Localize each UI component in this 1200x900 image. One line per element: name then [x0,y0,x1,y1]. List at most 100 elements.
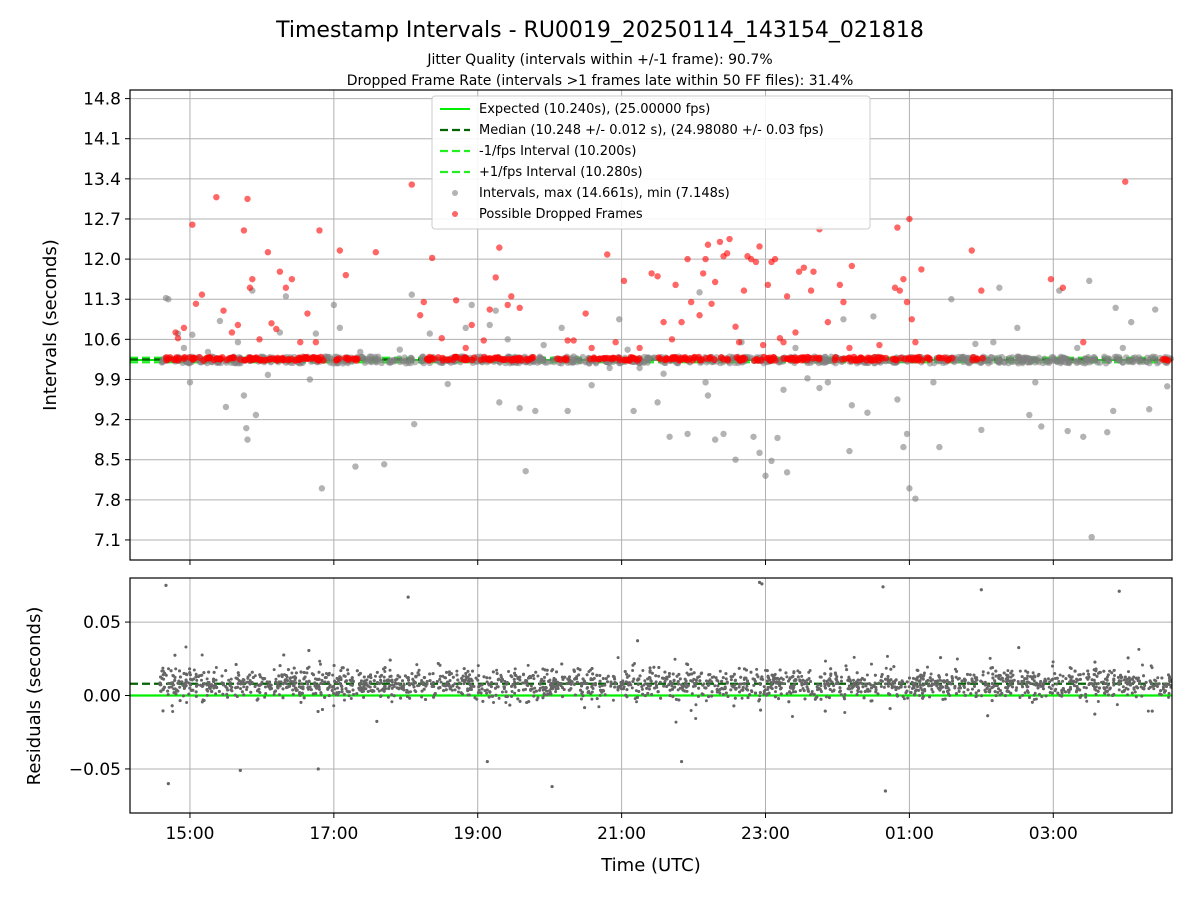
residual-point [953,684,957,688]
dropped-frame-point [312,338,320,346]
residual-point [1060,691,1064,695]
dropped-frame-point [1080,338,1087,346]
dropped-frame-point [492,274,499,281]
residual-point [1044,694,1048,698]
residual-point [665,677,669,681]
residual-point [171,710,175,714]
residual-point [171,681,175,685]
residual-point [884,682,888,686]
residual-point [276,683,280,687]
residual-point [207,670,211,674]
residual-point [1046,677,1050,681]
residual-point [205,688,209,692]
residual-point [406,676,410,680]
residual-point [921,677,925,681]
residual-point [671,672,675,676]
residual-point [1057,679,1061,683]
interval-point [972,340,979,348]
residual-point [477,674,481,678]
residual-point [733,696,737,700]
residual-point [516,676,520,680]
residual-point [476,691,480,695]
residual-point [291,688,295,692]
residual-point [292,666,296,670]
dropped-frame-point [876,341,883,349]
residual-point [253,685,257,689]
residual-point [1154,683,1158,687]
residual-point [407,690,411,694]
interval-point [385,359,392,366]
x-tick-label: 19:00 [453,824,502,844]
residual-point [1126,670,1130,674]
residual-point [845,668,849,672]
residual-point [843,697,847,701]
residual-point [474,676,478,680]
residual-point [724,691,728,695]
interval-point [1132,356,1140,363]
residual-point [466,669,470,673]
dropped-frame-point [468,356,476,364]
x-tick-label: 23:00 [741,824,790,844]
dropped-frame-point [342,354,349,362]
residual-point [332,691,336,695]
residual-point [928,695,932,699]
residual-point [573,693,577,697]
dropped-frame-point [372,249,380,256]
residual-point [493,686,497,690]
residual-point [700,671,704,675]
residual-point [611,698,615,702]
residual-point [487,695,491,699]
residual-point [675,674,679,678]
dropped-frame-point [278,355,286,363]
residual-point [226,695,230,699]
residual-point [488,676,492,680]
interval-point [535,354,543,361]
residual-point [178,669,182,673]
residual-point [554,678,558,682]
residual-point [891,680,895,684]
residual-point [671,695,675,699]
residual-point [495,671,499,675]
residual-point [881,585,885,589]
interval-point [1128,318,1135,326]
residual-point [1034,682,1038,686]
residual-point [559,684,563,688]
residual-point [166,667,170,671]
residual-point [1023,691,1027,695]
interval-point [774,434,781,442]
dropped-frame-point [740,287,748,294]
residual-point [1106,673,1110,677]
residual-point [645,686,649,690]
residual-point [224,684,228,688]
residual-point [822,679,826,683]
residual-point [188,667,192,671]
intervals-tick-label-y: 7.8 [94,491,121,511]
residual-point [166,782,170,786]
residual-point [590,666,594,670]
residual-point [382,679,386,683]
residual-point [372,679,376,683]
residual-point [320,679,324,683]
interval-point [684,430,691,438]
residual-point [373,674,377,678]
residual-point [963,693,967,697]
dropped-frame-point [936,354,943,361]
residual-point [408,682,412,686]
residual-point [646,677,650,681]
residual-point [745,684,749,688]
dropped-frame-point [696,312,703,319]
residual-point [509,674,513,678]
dropped-frame-point [561,355,568,363]
residual-point [755,667,759,671]
residual-point [189,677,193,681]
residual-point [1006,684,1010,688]
residual-point [1037,682,1041,686]
residual-point [638,674,642,678]
dropped-frame-point [780,338,787,346]
residual-point [411,683,415,687]
residual-point [942,690,946,694]
dropped-frame-point [908,316,915,323]
residual-point [438,677,442,681]
x-tick-label: 03:00 [1029,824,1078,844]
interval-point [318,485,326,492]
